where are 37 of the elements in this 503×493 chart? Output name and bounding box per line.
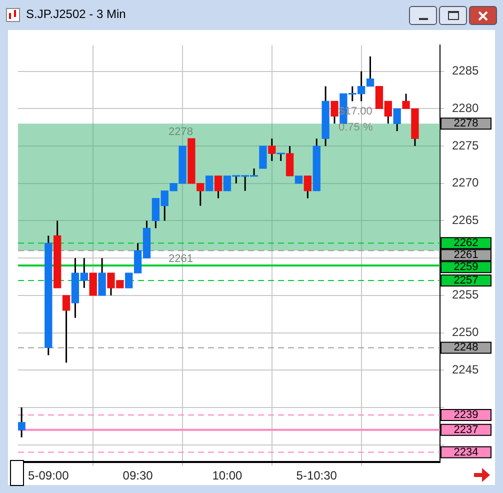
ref-line-label: 2237 bbox=[454, 424, 478, 436]
ref-line-label: 2261 bbox=[454, 249, 478, 262]
ref-line-label: 2257 bbox=[454, 274, 478, 287]
candlestick bbox=[89, 272, 97, 296]
candlestick bbox=[98, 257, 106, 296]
y-tick-label: 2255 bbox=[452, 288, 480, 302]
x-tick-label: 10:00 bbox=[212, 468, 243, 483]
x-tick-label: 5-10:30 bbox=[296, 468, 338, 483]
ref-line-label: 2234 bbox=[454, 446, 478, 458]
chart-title: S.JP.J2502 - 3 Min bbox=[26, 7, 126, 21]
ref-line-label: 2259 bbox=[454, 261, 478, 274]
y-tick-label: 2270 bbox=[452, 176, 480, 190]
y-tick-label: 2265 bbox=[452, 213, 480, 228]
annotation: 2261 bbox=[168, 253, 193, 266]
y-tick-label: 2245 bbox=[452, 362, 480, 376]
ref-line-label: 2239 bbox=[454, 408, 478, 421]
candlestick bbox=[18, 406, 26, 438]
candlestick bbox=[62, 294, 70, 364]
candlestick bbox=[330, 100, 338, 124]
y-tick-label: 2250 bbox=[452, 325, 480, 340]
x-tick-label: 5-09:00 bbox=[28, 468, 70, 483]
y-tick-label: 2275 bbox=[452, 138, 480, 152]
candlestick bbox=[268, 138, 276, 162]
x-tick-label: 09:30 bbox=[122, 468, 154, 483]
candlestick bbox=[393, 108, 401, 132]
ref-line-label: 2248 bbox=[454, 342, 478, 354]
candlestick bbox=[214, 175, 222, 200]
y-tick-label: 2285 bbox=[452, 64, 480, 78]
band-label: 2278 bbox=[454, 118, 478, 130]
candlestick bbox=[206, 175, 214, 192]
candlestick bbox=[286, 145, 294, 177]
candlestick bbox=[304, 175, 312, 200]
annotation: 0.75 % bbox=[338, 122, 373, 134]
annotation: 2278 bbox=[168, 126, 193, 138]
y-tick-label: 2280 bbox=[452, 101, 480, 116]
ref-line-label: 2262 bbox=[454, 237, 478, 250]
candlestick bbox=[259, 146, 267, 169]
